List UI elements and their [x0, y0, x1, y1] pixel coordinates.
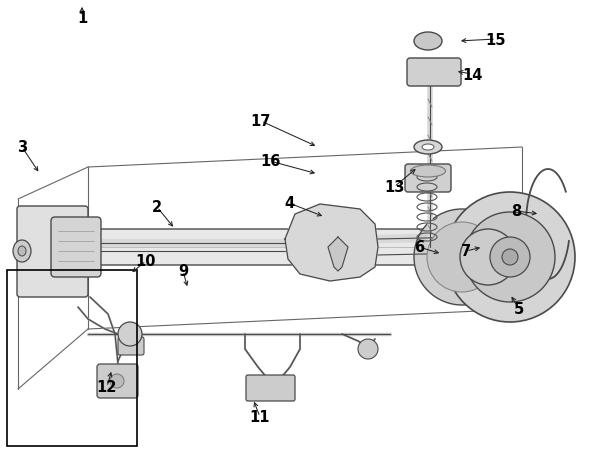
FancyBboxPatch shape: [17, 207, 88, 298]
Polygon shape: [328, 238, 348, 271]
Polygon shape: [285, 205, 378, 281]
Text: 15: 15: [486, 32, 506, 47]
Text: 11: 11: [250, 410, 270, 425]
FancyBboxPatch shape: [407, 59, 461, 87]
Text: 14: 14: [462, 67, 482, 82]
Text: 10: 10: [136, 254, 156, 269]
Ellipse shape: [422, 145, 434, 151]
Circle shape: [110, 374, 124, 388]
Text: 5: 5: [514, 302, 524, 317]
Circle shape: [465, 212, 555, 302]
Text: 7: 7: [461, 244, 471, 259]
Text: 1: 1: [77, 10, 87, 25]
Ellipse shape: [13, 241, 31, 263]
Circle shape: [490, 238, 530, 278]
Ellipse shape: [414, 33, 442, 51]
Circle shape: [502, 249, 518, 265]
Text: 16: 16: [260, 154, 280, 169]
Text: 8: 8: [511, 204, 521, 219]
FancyBboxPatch shape: [97, 364, 138, 398]
Circle shape: [460, 229, 516, 285]
Text: 6: 6: [414, 240, 424, 255]
Ellipse shape: [18, 247, 26, 257]
Text: 9: 9: [178, 264, 188, 279]
Text: 2: 2: [152, 200, 162, 215]
FancyBboxPatch shape: [51, 217, 101, 278]
Circle shape: [445, 192, 575, 322]
Text: 3: 3: [17, 140, 27, 155]
FancyBboxPatch shape: [246, 375, 295, 401]
Text: 4: 4: [284, 196, 294, 211]
Text: 13: 13: [384, 180, 404, 195]
Ellipse shape: [414, 141, 442, 155]
FancyBboxPatch shape: [118, 337, 144, 355]
FancyBboxPatch shape: [405, 165, 451, 192]
Circle shape: [414, 210, 510, 305]
Ellipse shape: [411, 166, 445, 177]
Bar: [7, 271, 137, 446]
Circle shape: [358, 339, 378, 359]
Circle shape: [118, 322, 142, 346]
Circle shape: [427, 222, 497, 293]
Text: 17: 17: [251, 114, 271, 129]
Text: 12: 12: [97, 379, 117, 394]
FancyBboxPatch shape: [88, 229, 472, 265]
